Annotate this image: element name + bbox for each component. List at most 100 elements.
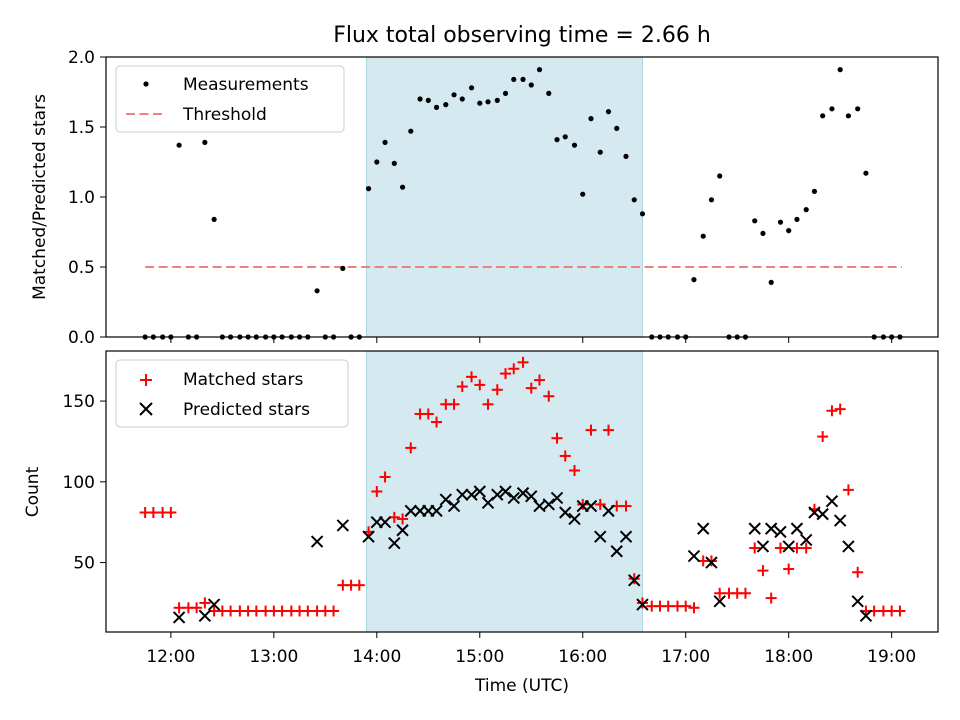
predicted-star-point (447, 499, 461, 513)
matched-star-point (431, 416, 443, 428)
legend-threshold-label: Threshold (182, 105, 267, 125)
predicted-star-point (584, 499, 598, 513)
predicted-star-point (207, 598, 221, 611)
x-tick-label: 15:00 (455, 647, 504, 667)
measurement-point (700, 233, 706, 239)
measurement-point (717, 173, 723, 179)
predicted-star-point (851, 595, 864, 608)
matched-star-point (165, 506, 177, 518)
x-tick-label: 12:00 (146, 647, 195, 667)
matched-star-point (302, 605, 314, 617)
measurement-point (829, 106, 835, 112)
matched-star-point (894, 605, 906, 617)
measurement-point (546, 90, 552, 96)
matched-star-point (482, 398, 494, 410)
measurement-point (176, 142, 182, 148)
predicted-star-point (362, 530, 375, 543)
predicted-star-point (404, 504, 417, 518)
measurement-point (433, 104, 440, 110)
predicted-star-point (388, 536, 401, 550)
matched-star-point (191, 602, 203, 614)
predicted-star-point (542, 498, 555, 511)
predicted-star-point (764, 522, 778, 535)
matched-star-point (834, 403, 846, 415)
predicted-star-point (833, 514, 847, 527)
predicted-star-point (465, 488, 478, 501)
measurement-point (639, 211, 646, 217)
predicted-star-point (430, 504, 443, 518)
measurement-point (494, 97, 500, 103)
matched-star-point (517, 356, 529, 368)
predicted-star-point (525, 490, 538, 503)
measurement-point (811, 188, 818, 194)
matched-star-point (817, 431, 829, 443)
predicted-star-point (559, 506, 572, 519)
count-plot-frame (105, 350, 939, 633)
ratio-x-ticks (170, 337, 893, 343)
measurement-point (623, 153, 629, 159)
predicted-star-point (859, 609, 873, 623)
matched-star-point (422, 408, 434, 420)
predicted-star-point (491, 488, 504, 501)
measurement-point (391, 160, 397, 166)
predicted-star-point (799, 533, 813, 547)
matched-star-point (852, 566, 864, 578)
predicted-star-point (713, 595, 726, 608)
figure-title: Flux total observing time = 2.66 h (333, 23, 711, 48)
x-tick-label: 17:00 (661, 647, 710, 667)
ratio-y-tick-label: 1.0 (68, 188, 95, 208)
measurement-point (571, 142, 578, 148)
measurement-point (477, 100, 483, 106)
matched-star-point (602, 424, 614, 436)
count-legend: Matched stars Predicted stars (115, 359, 349, 428)
measurement-point (211, 216, 217, 222)
measurement-point (202, 139, 208, 145)
predicted-star-point (687, 549, 701, 563)
x-tick-label: 18:00 (764, 647, 813, 667)
measurement-point (520, 76, 526, 82)
matched-star-point (250, 605, 262, 617)
count-y-tick-label: 100 (63, 473, 95, 493)
predicted-star-point (198, 609, 212, 623)
matched-star-point (569, 465, 581, 477)
x-tick-label: 14:00 (352, 647, 401, 667)
matched-star-point (636, 597, 648, 609)
matched-star-point (543, 390, 555, 402)
matched-star-point (551, 432, 563, 444)
matched-star-point (662, 600, 674, 612)
matched-star-point (397, 513, 409, 525)
measurement-point (803, 207, 809, 213)
count-y-label: Count (23, 466, 43, 517)
predicted-star-point (748, 522, 761, 535)
measurement-point (708, 197, 715, 203)
legend-predicted-label: Predicted stars (183, 400, 310, 420)
predicted-star-point (842, 540, 855, 553)
ratio-panel: 0.00.51.01.52.0 Matched/Predicted stars … (30, 48, 939, 348)
matched-star-point (826, 405, 838, 417)
measurement-point (588, 116, 594, 122)
predicted-star-point (774, 525, 787, 539)
ratio-y-tick-label: 0.0 (68, 328, 95, 348)
measurement-point (459, 96, 465, 102)
measurement-point (536, 67, 543, 73)
measurement-point (820, 113, 826, 119)
matched-star-point (680, 600, 692, 612)
matched-star-point (705, 555, 717, 567)
legend-predicted-marker (139, 402, 153, 416)
predicted-star-point (636, 598, 649, 611)
legend-measurements-marker (143, 81, 149, 87)
predicted-star-point (782, 540, 795, 553)
matched-star-point (783, 563, 795, 575)
measurement-point (443, 102, 449, 108)
matched-star-point (757, 565, 769, 577)
matched-star-point (577, 498, 589, 510)
ratio-y-tick-label: 2.0 (68, 48, 95, 68)
predicted-star-point (697, 522, 710, 535)
matched-star-point (534, 374, 546, 386)
x-axis-label: Time (UTC) (474, 676, 569, 696)
predicted-star-point (628, 574, 641, 587)
legend-measurements-label: Measurements (183, 75, 309, 95)
matched-star-point (448, 398, 460, 410)
